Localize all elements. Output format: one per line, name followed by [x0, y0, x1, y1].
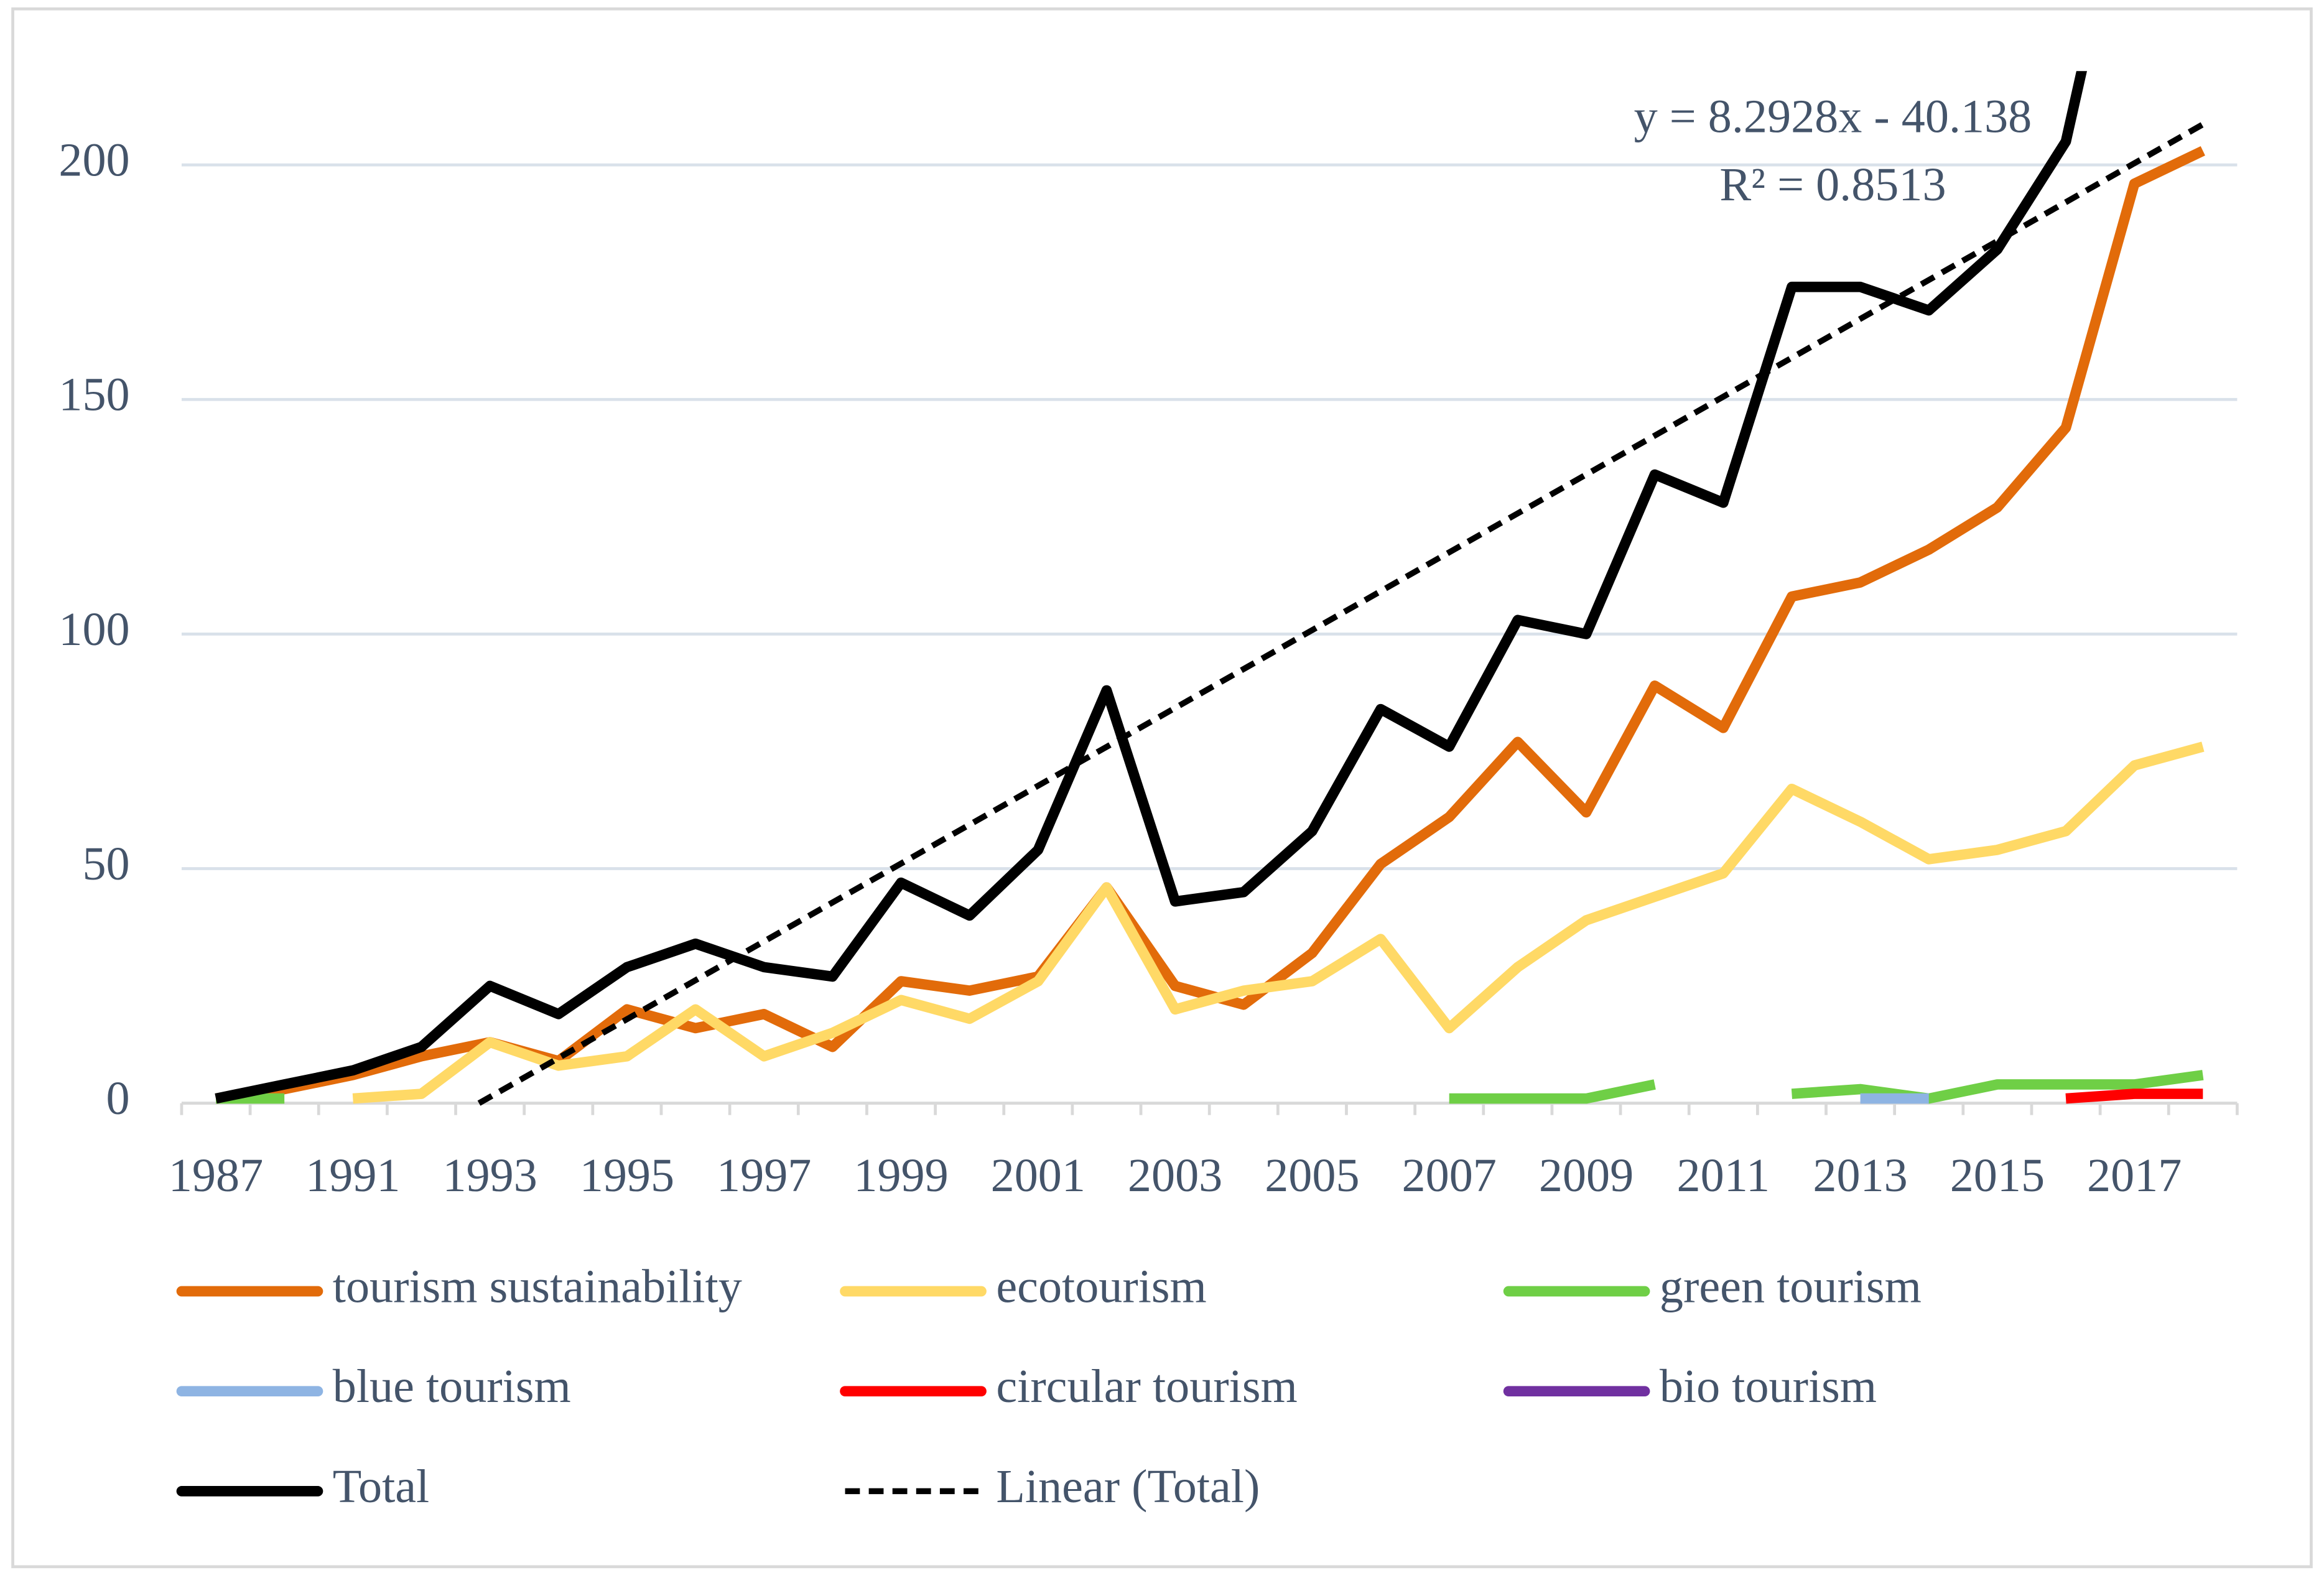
y-tick-label: 0 [106, 1072, 130, 1125]
legend-label: blue tourism [333, 1360, 571, 1413]
x-tick-label: 2003 [1128, 1149, 1222, 1202]
series-line [2065, 1089, 2203, 1104]
legend-label: bio tourism [1660, 1360, 1877, 1413]
series-line [215, 71, 2087, 1104]
x-tick-label: 1999 [853, 1149, 948, 1202]
legend-label: Linear (Total) [996, 1460, 1260, 1513]
legend-label: green tourism [1660, 1260, 1922, 1312]
x-tick-label: 1995 [580, 1149, 674, 1202]
x-tick-label: 2007 [1402, 1149, 1497, 1202]
x-tick-label: 2009 [1539, 1149, 1634, 1202]
legend-label: Total [333, 1460, 429, 1513]
x-tick-label: 2017 [2087, 1149, 2182, 1202]
x-tick-label: 1991 [305, 1149, 400, 1202]
x-tick-label: 2015 [1950, 1149, 2045, 1202]
x-tick-label: 2005 [1265, 1149, 1359, 1202]
x-tick-label: 2011 [1677, 1149, 1770, 1202]
x-tick-label: 2013 [1813, 1149, 1907, 1202]
legend-label: circular tourism [996, 1360, 1297, 1413]
x-tick-label: 2001 [991, 1149, 1085, 1202]
y-tick-label: 50 [82, 838, 129, 890]
grid [180, 163, 2239, 1115]
legend-label: ecotourism [996, 1260, 1206, 1312]
y-tick-label: 100 [58, 603, 129, 656]
plot-area [215, 71, 2205, 1106]
trend-equation: y = 8.2928x - 40.138 [1634, 91, 2032, 143]
y-tick-label: 150 [58, 369, 129, 421]
chart-frame [11, 7, 2313, 1569]
trend-r-squared: R² = 0.8513 [1719, 159, 1946, 211]
labels: 0 50 100 150 200 1987 1991 1993 1995 1997 1999 2001… [58, 134, 2182, 1513]
x-tick-label: 1987 [169, 1149, 263, 1202]
x-tick-label: 1997 [717, 1149, 811, 1202]
legend-label: tourism sustainability [333, 1260, 742, 1312]
series-line [352, 741, 2205, 1104]
x-tick-label: 1993 [442, 1149, 537, 1202]
y-tick-label: 200 [58, 134, 129, 187]
